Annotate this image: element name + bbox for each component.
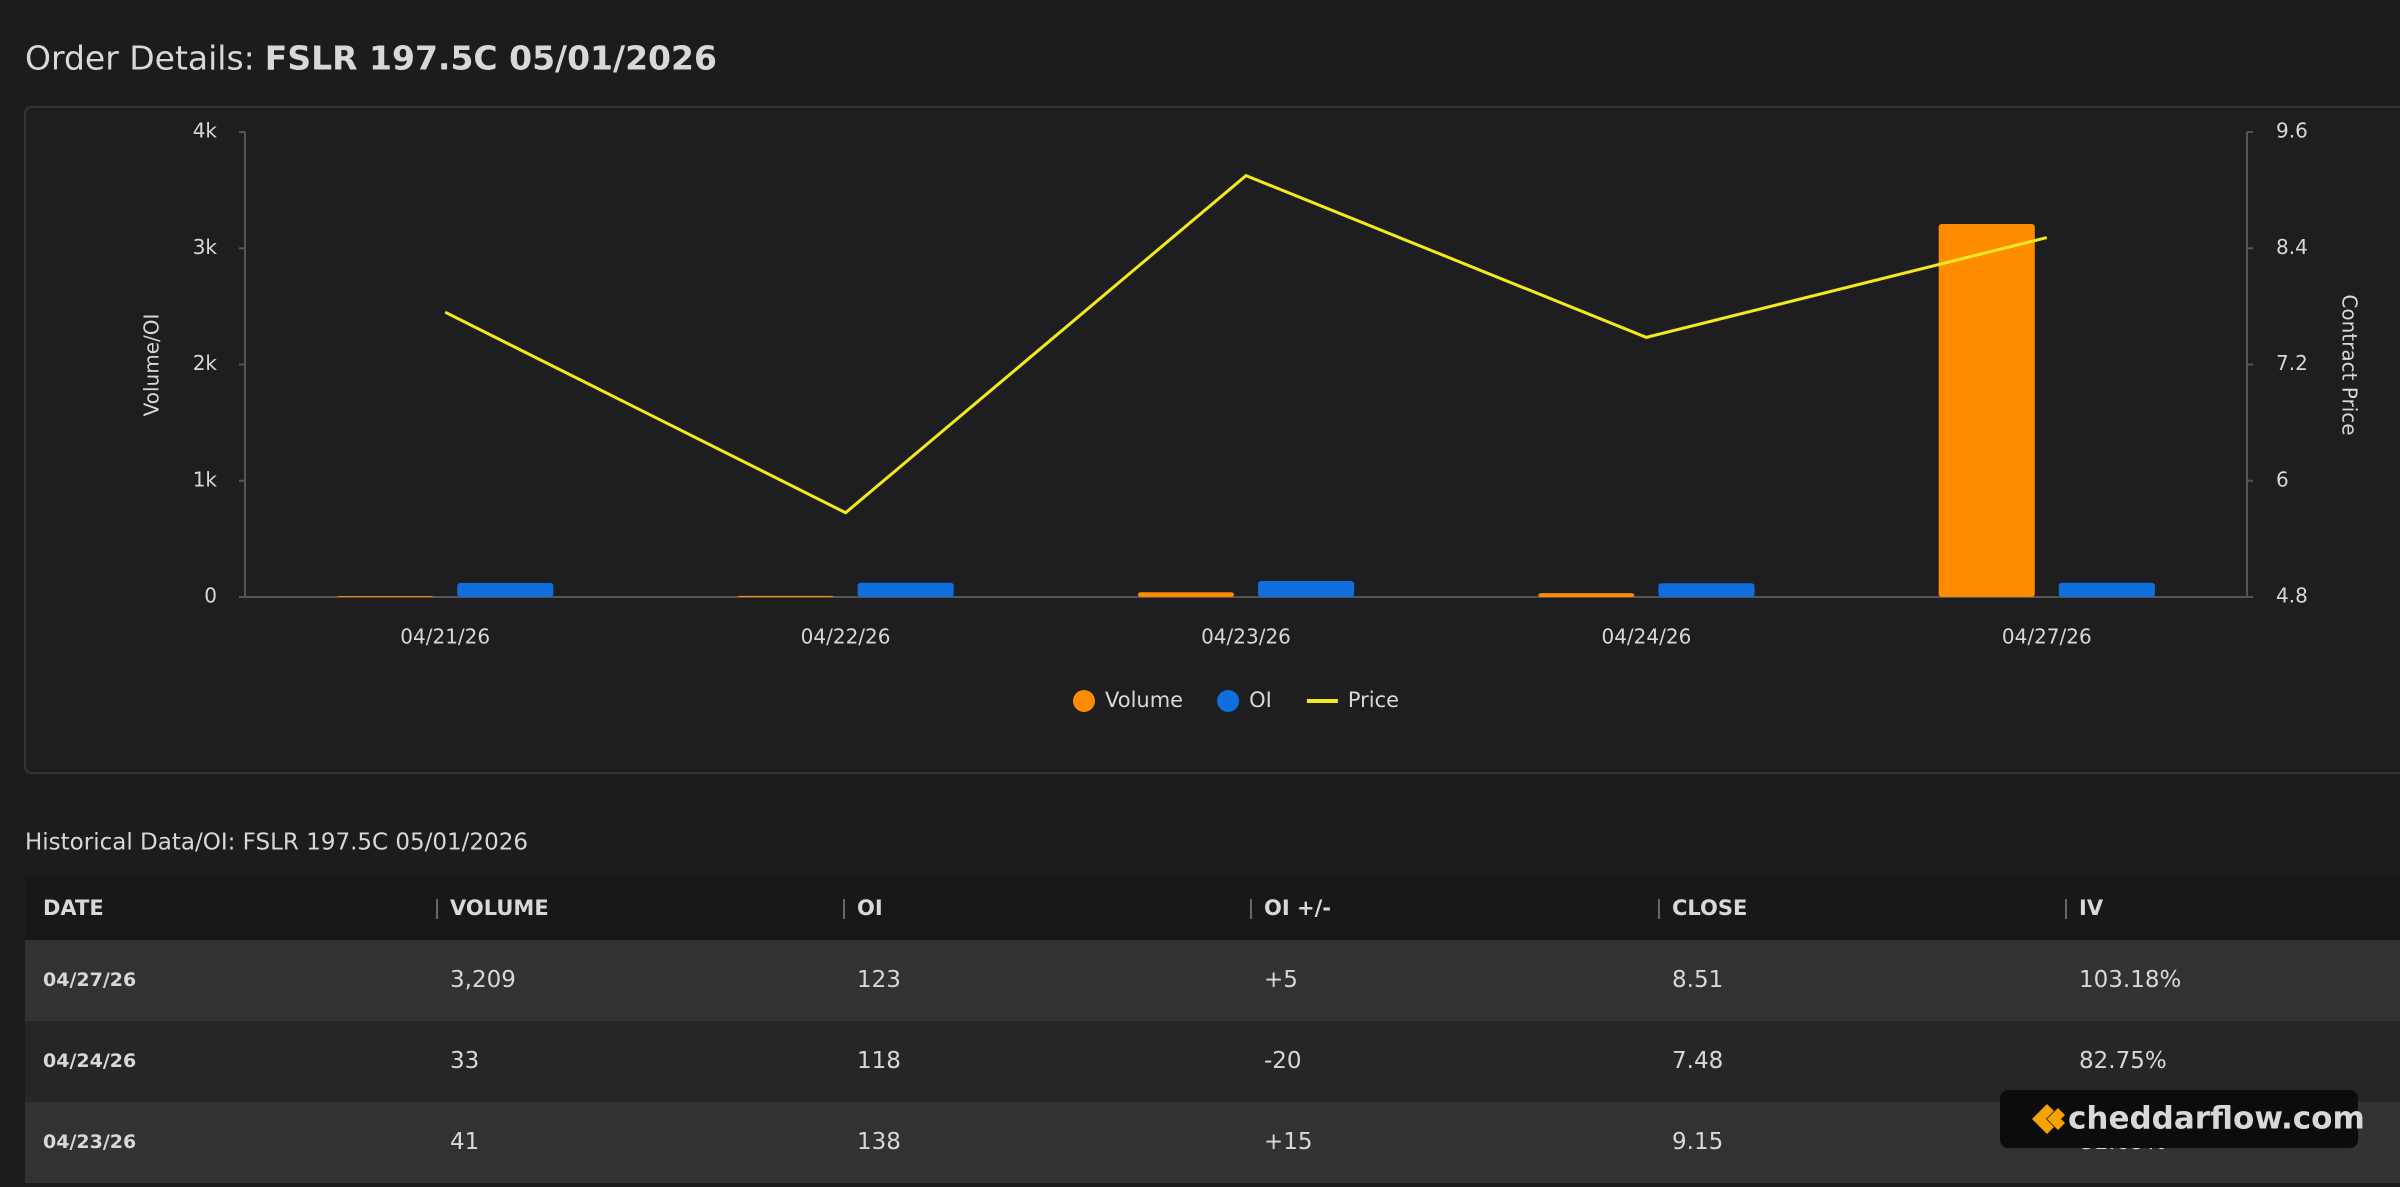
price-line bbox=[444, 173, 2048, 515]
x-tick-label: 04/22/26 bbox=[801, 625, 891, 649]
chart-panel bbox=[24, 106, 2400, 774]
x-tick-label: 04/23/26 bbox=[1201, 625, 1291, 649]
bar bbox=[1258, 580, 1355, 597]
table-cell: 103.18% bbox=[2079, 967, 2181, 993]
y-tick-label: 0 bbox=[204, 584, 217, 608]
bar bbox=[1658, 583, 1755, 597]
watermark-logo bbox=[2032, 1104, 2065, 1134]
y2-tick-label: 8.4 bbox=[2276, 235, 2308, 259]
y2-tick-label: 9.6 bbox=[2276, 119, 2308, 143]
bar bbox=[737, 595, 834, 597]
x-tick-label: 04/21/26 bbox=[400, 625, 490, 649]
y-tick-label: 2k bbox=[193, 351, 218, 375]
column-header: VOLUME bbox=[450, 896, 549, 920]
title: FSLR 197.5C 05/01/2026 bbox=[265, 39, 717, 78]
table-header bbox=[25, 877, 2400, 940]
watermark-text: cheddarflow.com bbox=[2068, 1101, 2365, 1137]
legend-swatch bbox=[1217, 690, 1240, 712]
table-row bbox=[25, 1021, 2400, 1102]
table-cell: +15 bbox=[1264, 1129, 1313, 1155]
column-header: IV bbox=[2079, 896, 2104, 920]
table-cell: 138 bbox=[857, 1129, 901, 1155]
bar bbox=[1137, 592, 1234, 597]
table-cell: 118 bbox=[857, 1048, 901, 1074]
table-cell: 04/24/26 bbox=[43, 1050, 136, 1072]
bar bbox=[337, 596, 434, 597]
x-tick-label: 04/27/26 bbox=[2002, 625, 2092, 649]
table-cell: 33 bbox=[450, 1048, 479, 1074]
table-row bbox=[25, 940, 2400, 1021]
table-cell: 8.51 bbox=[1672, 967, 1723, 993]
legend-swatch bbox=[1073, 690, 1095, 712]
table-cell: 82.75% bbox=[2079, 1048, 2167, 1074]
legend-label: Price bbox=[1348, 688, 1399, 712]
table-cell: -20 bbox=[1264, 1048, 1302, 1074]
table-cell: 41 bbox=[450, 1129, 479, 1155]
table-cell: 123 bbox=[857, 967, 901, 993]
y-tick-label: 1k bbox=[193, 467, 218, 491]
table-caption: Historical Data/OI: FSLR 197.5C 05/01/20… bbox=[25, 830, 528, 856]
table-cell: 3,209 bbox=[450, 967, 516, 993]
table-cell: +5 bbox=[1264, 967, 1298, 993]
title-prefix: Order Details: bbox=[25, 39, 255, 78]
column-header: OI bbox=[857, 896, 883, 920]
table-cell: 7.48 bbox=[1672, 1048, 1723, 1074]
watermark-box bbox=[2000, 1090, 2358, 1148]
legend-label: Volume bbox=[1105, 688, 1183, 712]
legend-label: OI bbox=[1249, 688, 1272, 712]
bar bbox=[457, 583, 554, 597]
y-tick-label: 3k bbox=[193, 235, 218, 259]
table-cell: 04/23/26 bbox=[43, 1131, 136, 1153]
y2-tick-label: 4.8 bbox=[2276, 584, 2308, 608]
bar bbox=[1538, 593, 1635, 597]
column-header: DATE bbox=[43, 896, 104, 920]
y-axis-title: Volume/OI bbox=[140, 314, 164, 417]
y2-axis-title: Contract Price bbox=[2338, 294, 2362, 435]
y2-tick-label: 6 bbox=[2276, 467, 2289, 491]
y-tick-label: 4k bbox=[193, 119, 218, 143]
column-header: OI +/- bbox=[1264, 896, 1331, 920]
column-header: CLOSE bbox=[1672, 896, 1747, 920]
y2-tick-label: 7.2 bbox=[2276, 351, 2308, 375]
x-tick-label: 04/24/26 bbox=[1601, 625, 1691, 649]
table-cell: 04/27/26 bbox=[43, 969, 136, 991]
table-cell: 9.15 bbox=[1672, 1129, 1723, 1155]
bar bbox=[857, 582, 954, 597]
bar bbox=[1938, 223, 2035, 598]
bar bbox=[2058, 582, 2155, 597]
